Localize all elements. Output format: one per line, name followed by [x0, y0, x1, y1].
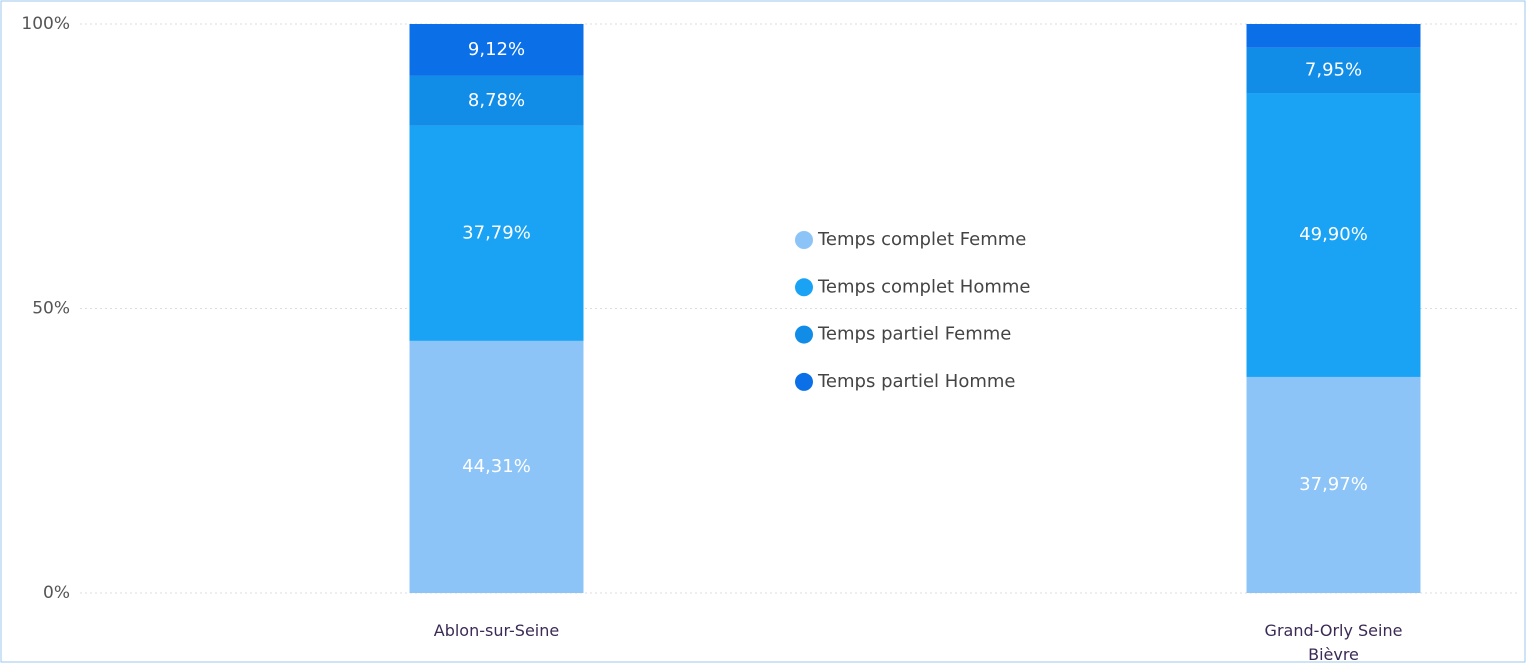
data-label: 7,95%	[1305, 59, 1362, 80]
data-label: 9,12%	[468, 39, 525, 60]
y-tick-label: 100%	[21, 14, 70, 34]
x-tick-label: Ablon-sur-Seine	[433, 621, 560, 640]
legend-marker	[795, 231, 813, 249]
legend-marker	[795, 325, 813, 344]
data-label: 37,79%	[462, 222, 531, 243]
legend-label: Temps complet Femme	[817, 229, 1026, 250]
bar-segment	[409, 340, 584, 593]
data-label: 49,90%	[1299, 224, 1368, 245]
data-label: 8,78%	[468, 90, 525, 111]
legend-label: Temps partiel Femme	[817, 324, 1011, 345]
y-tick-label: 0%	[43, 583, 70, 603]
legend-marker	[795, 372, 813, 391]
legend-label: Temps partiel Homme	[817, 371, 1015, 392]
bar-segment	[409, 75, 584, 126]
legend-label: Temps complet Homme	[817, 276, 1030, 297]
x-tick-label: Grand-Orly Seine Bièvre	[1264, 621, 1403, 663]
bar-segment	[1246, 24, 1421, 48]
bar-segment	[409, 125, 584, 341]
bar-segment	[1246, 47, 1421, 94]
legend-marker	[795, 278, 813, 297]
y-tick-label: 50%	[32, 299, 70, 319]
bar-segment	[1246, 376, 1421, 593]
bar-segment	[409, 24, 584, 76]
bar-segment	[1246, 93, 1421, 377]
data-label: 37,97%	[1299, 474, 1368, 495]
data-label: 44,31%	[462, 456, 531, 477]
